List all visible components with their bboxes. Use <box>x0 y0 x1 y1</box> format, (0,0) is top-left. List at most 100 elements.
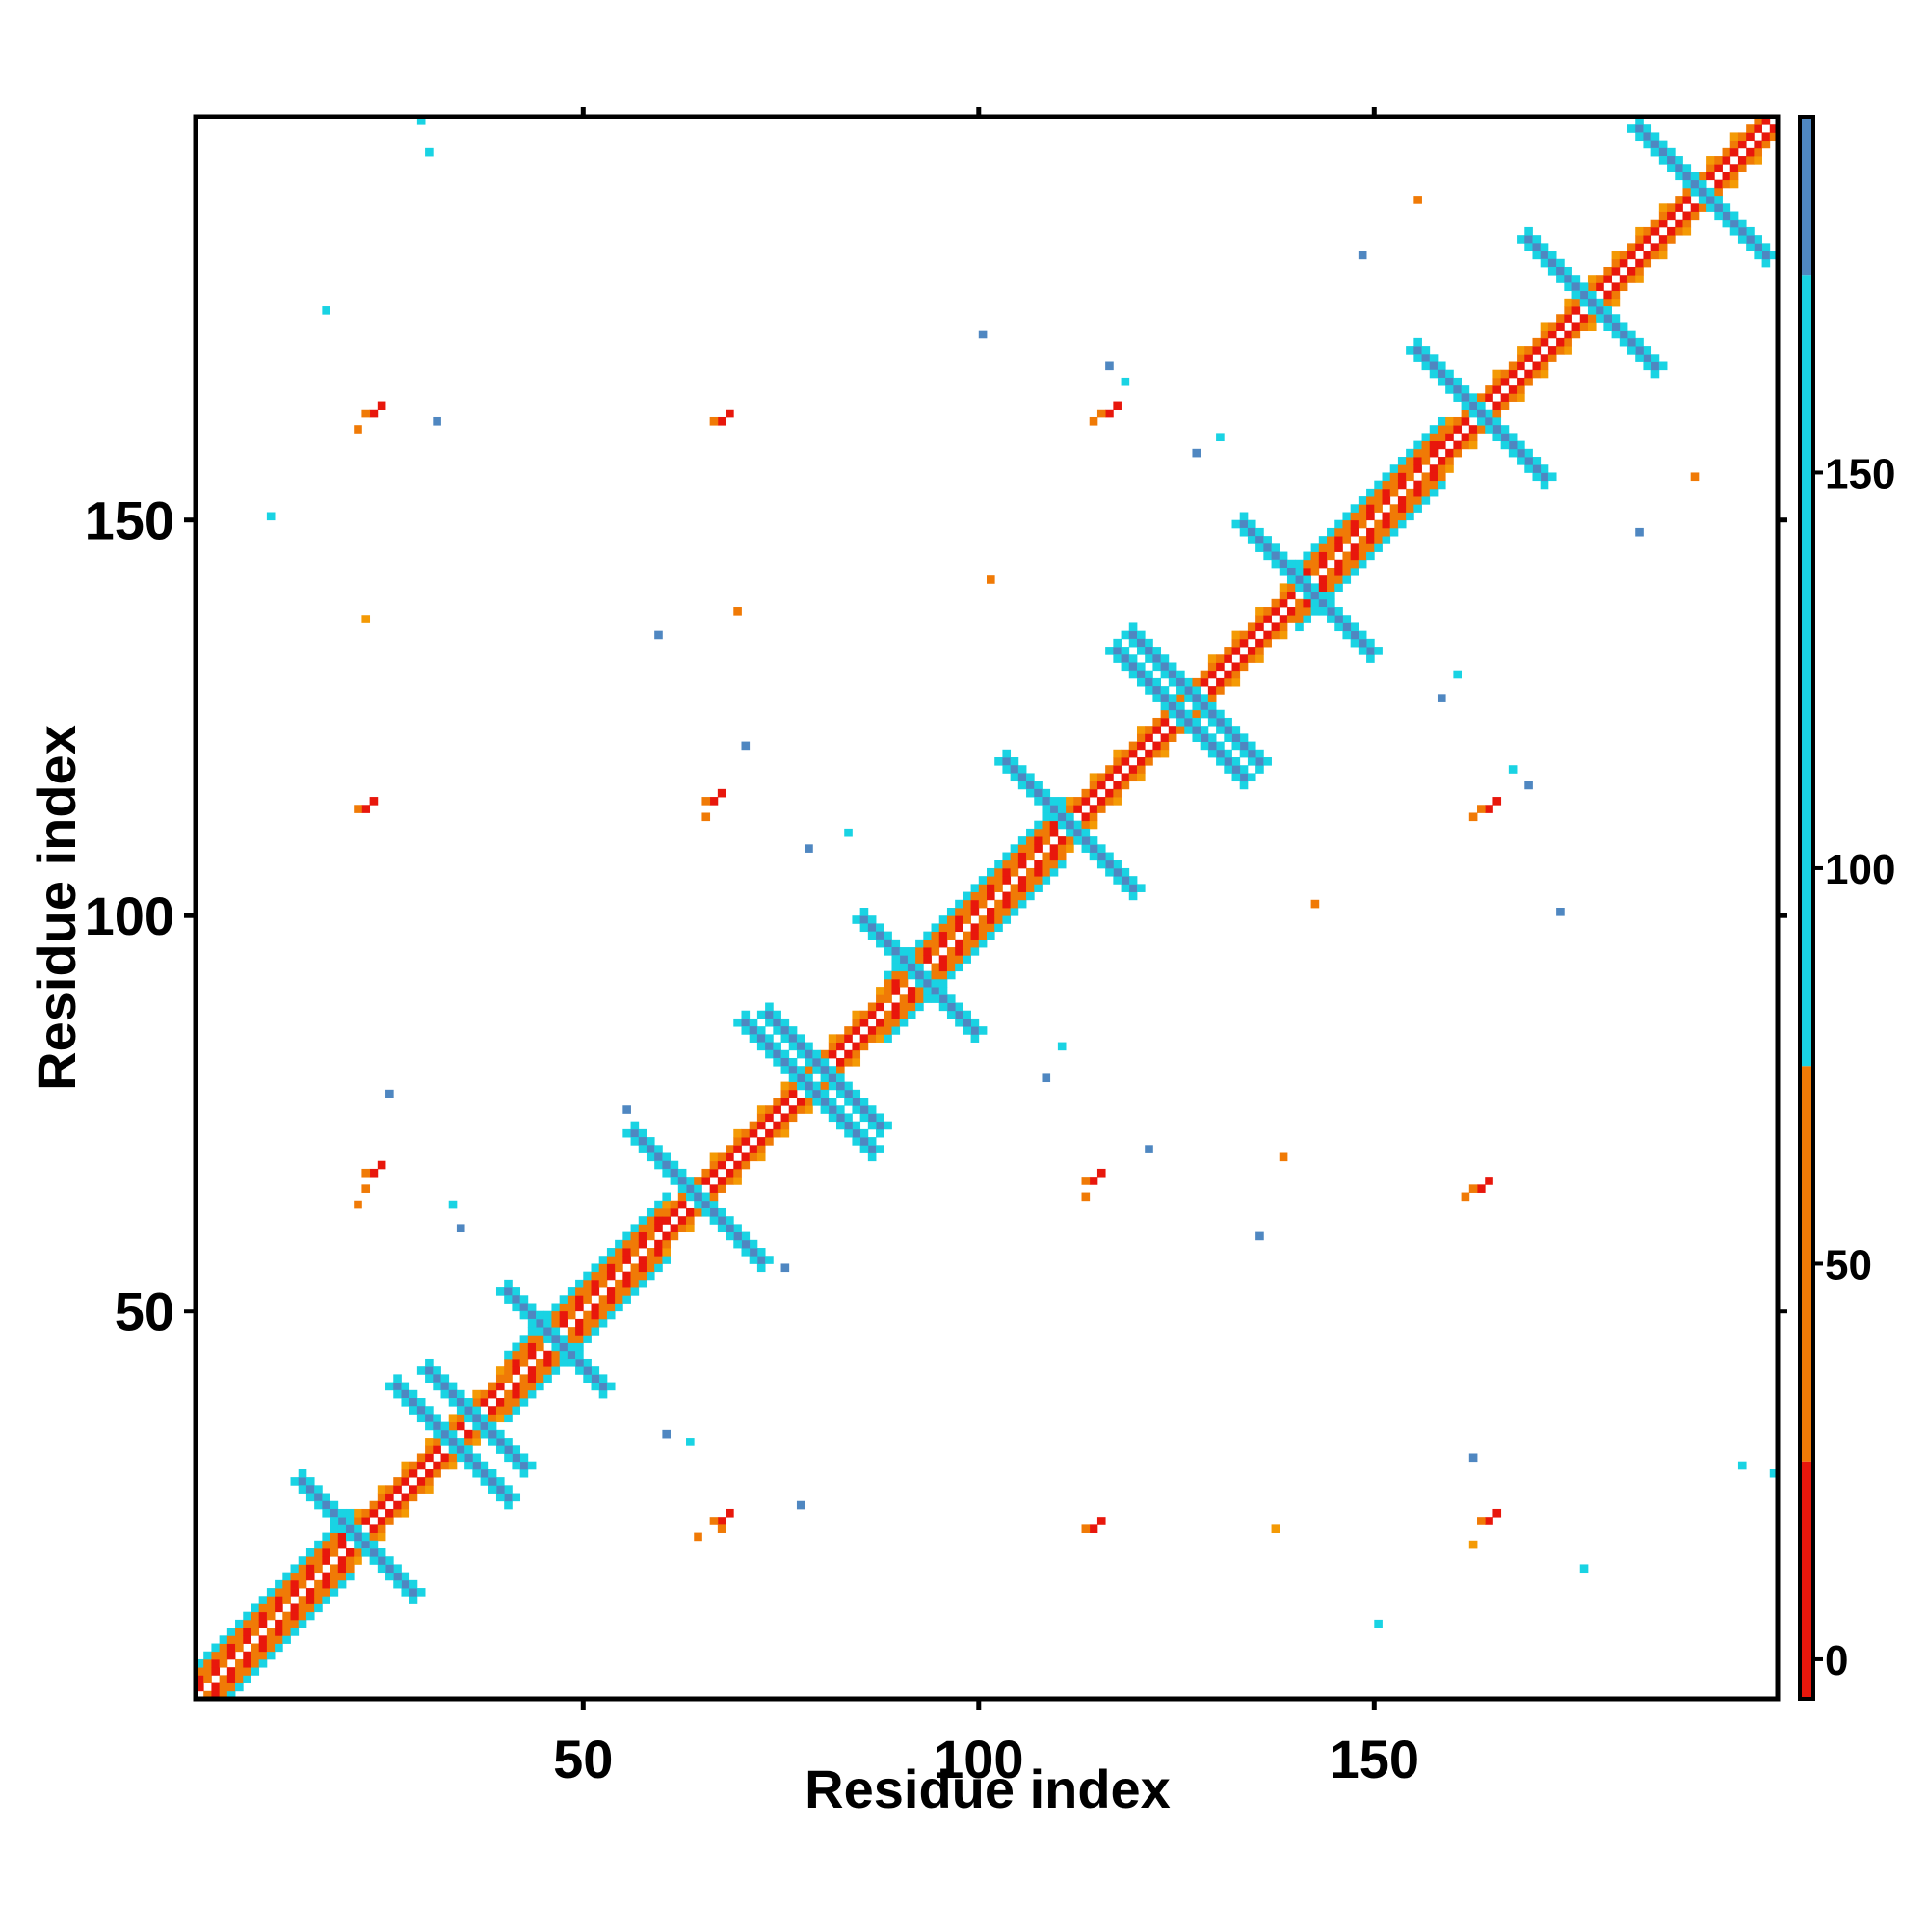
contact-cell <box>1603 266 1612 276</box>
contact-cell <box>709 1192 719 1202</box>
contact-cell <box>330 1508 339 1518</box>
contact-cell <box>852 1105 861 1114</box>
contact-cell <box>987 931 995 940</box>
contact-cell <box>1145 638 1153 648</box>
contact-cell <box>385 1089 394 1098</box>
contact-cell <box>1049 860 1059 869</box>
contact-cell <box>330 1532 339 1542</box>
contact-cell <box>488 1414 497 1423</box>
contact-cell <box>1729 211 1739 221</box>
contact-cell <box>867 1121 877 1130</box>
contact-cell <box>1184 726 1193 734</box>
contact-cell <box>337 1524 347 1533</box>
contact-cell <box>1192 733 1201 742</box>
contact-cell <box>393 1564 402 1574</box>
contact-cell <box>884 987 892 995</box>
contact-cell <box>1034 844 1043 853</box>
contact-cell <box>1532 472 1542 482</box>
contact-cell <box>1286 607 1296 616</box>
contact-cell <box>1049 867 1059 877</box>
contact-cell <box>938 978 948 988</box>
contact-cell <box>322 1579 330 1589</box>
contact-cell <box>1271 598 1280 608</box>
contact-cell <box>876 987 884 995</box>
contact-cell <box>298 1469 307 1478</box>
contact-cell <box>219 1675 228 1683</box>
contact-cell <box>1042 852 1051 861</box>
contact-cell <box>251 1619 260 1628</box>
contact-cell <box>884 1121 892 1130</box>
contact-cell <box>1382 527 1391 537</box>
contact-cell <box>1279 551 1288 561</box>
contact-cell <box>780 1026 790 1035</box>
contact-cell <box>1096 852 1106 861</box>
contact-cell <box>1136 647 1146 655</box>
contact-cell <box>1461 401 1470 410</box>
contact-cell <box>1334 575 1343 584</box>
colorbar-frame <box>1798 115 1815 1701</box>
contact-cell <box>559 1358 568 1367</box>
contact-cell <box>1468 425 1478 434</box>
contact-cell <box>425 1406 434 1415</box>
contact-cell <box>1318 551 1328 561</box>
contact-cell <box>298 1485 307 1494</box>
contact-cell <box>1540 243 1549 251</box>
contact-cell <box>1255 638 1264 648</box>
contact-cell <box>1334 527 1343 537</box>
contact-cell <box>203 1651 212 1660</box>
contact-cell <box>1461 1192 1470 1202</box>
contact-cell <box>385 1556 394 1565</box>
contact-cell <box>1564 314 1572 323</box>
contact-cell <box>1255 757 1264 766</box>
contact-cell <box>876 1002 884 1012</box>
contact-cell <box>385 1564 394 1574</box>
contact-cell <box>1271 1524 1280 1533</box>
contact-cell <box>1081 836 1091 845</box>
contact-cell <box>1128 670 1138 679</box>
contact-cell <box>361 805 371 813</box>
contact-cell <box>844 1081 853 1091</box>
contact-cell <box>1081 1192 1091 1202</box>
contact-cell <box>1168 726 1177 734</box>
contact-cell <box>884 947 892 956</box>
contact-cell <box>891 963 901 972</box>
contact-cell <box>867 1137 877 1146</box>
contact-cell <box>1579 322 1589 331</box>
contact-cell <box>1406 512 1414 521</box>
contact-cell <box>1089 852 1098 861</box>
contact-cell <box>527 1389 537 1399</box>
contact-cell <box>733 1177 742 1185</box>
contact-cell <box>859 923 869 933</box>
contact-cell <box>1303 575 1312 584</box>
contact-cell <box>1002 891 1012 901</box>
contact-cell <box>369 409 379 418</box>
contact-cell <box>899 1010 909 1019</box>
contact-cell <box>401 1508 410 1518</box>
contact-cell <box>931 931 940 940</box>
contact-cell <box>1145 733 1153 742</box>
contact-cell <box>994 915 1003 924</box>
contact-cell <box>1295 598 1304 608</box>
contact-cell <box>1485 416 1493 426</box>
contact-cell <box>773 1057 781 1067</box>
contact-cell <box>1500 401 1510 410</box>
contact-cell <box>773 1098 781 1106</box>
contact-cell <box>243 1675 251 1683</box>
contact-cell <box>1342 551 1352 561</box>
contact-cell <box>1303 583 1312 592</box>
contact-cell <box>1366 654 1375 663</box>
contact-cell <box>1571 322 1581 331</box>
contact-cell <box>290 1619 300 1628</box>
contact-cell <box>1366 638 1375 648</box>
contact-cell <box>1714 179 1723 189</box>
contact-cell <box>1271 551 1280 561</box>
contact-cell <box>646 1145 655 1153</box>
contact-cell <box>701 1177 711 1185</box>
contact-cell <box>527 1318 537 1328</box>
contact-cell <box>756 1152 766 1162</box>
contact-cell <box>1310 607 1320 616</box>
contact-cell <box>662 1256 671 1264</box>
contact-cell <box>615 1248 623 1257</box>
contact-cell <box>844 1089 853 1098</box>
contact-cell <box>1350 559 1359 569</box>
